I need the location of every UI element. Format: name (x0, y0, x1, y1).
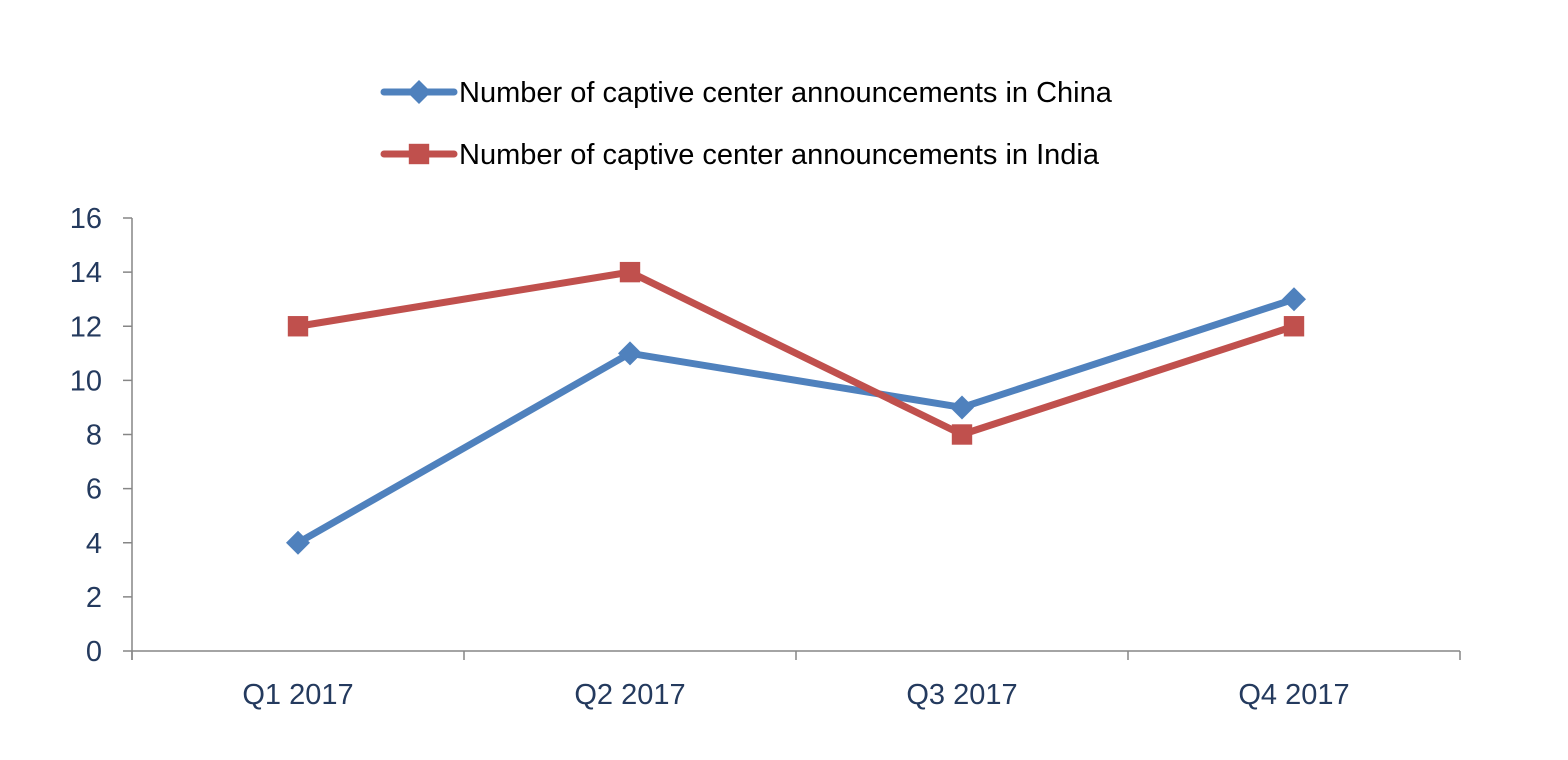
x-tick-label: Q3 2017 (906, 679, 1017, 711)
y-tick-label: 16 (70, 203, 102, 235)
data-point-square (408, 143, 430, 165)
series-line (294, 268, 1298, 438)
series-2 (287, 261, 1305, 445)
legend: Number of captive center announcements i… (380, 77, 1113, 171)
x-tick-label: Q1 2017 (242, 679, 353, 711)
axes: 0 2 4 6 8 10 12 14 16 Q1 2017 Q2 2017 Q3 2017 Q4 201… (70, 203, 1461, 711)
series-line (294, 295, 1298, 547)
legend-entry-2: Number of captive center announcements i… (380, 139, 1100, 171)
data-point-diamond (1282, 287, 1306, 312)
data-point-square (1283, 316, 1305, 337)
y-tick-label: 10 (70, 365, 102, 397)
data-point-square (287, 316, 309, 337)
legend-entry-1: Number of captive center announcements i… (380, 77, 1113, 109)
data-point-diamond (286, 530, 310, 555)
series-layer (286, 261, 1306, 555)
data-point-square (619, 261, 641, 283)
data-point-square (951, 424, 973, 445)
y-tick-label: 14 (70, 257, 102, 289)
y-tick-label: 2 (86, 582, 102, 614)
y-tick-label: 4 (86, 528, 102, 560)
y-tick-label: 8 (86, 420, 102, 452)
x-tick-label: Q4 2017 (1238, 679, 1349, 711)
series-1 (286, 287, 1306, 555)
data-point-diamond (950, 395, 974, 420)
y-tick-label: 6 (86, 474, 102, 506)
legend-label: Number of captive center announcements i… (459, 77, 1113, 109)
data-point-diamond (618, 341, 642, 366)
data-point-diamond (407, 80, 431, 104)
legend-label: Number of captive center announcements i… (459, 139, 1100, 171)
y-tick-label: 0 (86, 636, 102, 668)
y-tick-label: 12 (70, 311, 102, 343)
x-tick-label: Q2 2017 (574, 679, 685, 711)
